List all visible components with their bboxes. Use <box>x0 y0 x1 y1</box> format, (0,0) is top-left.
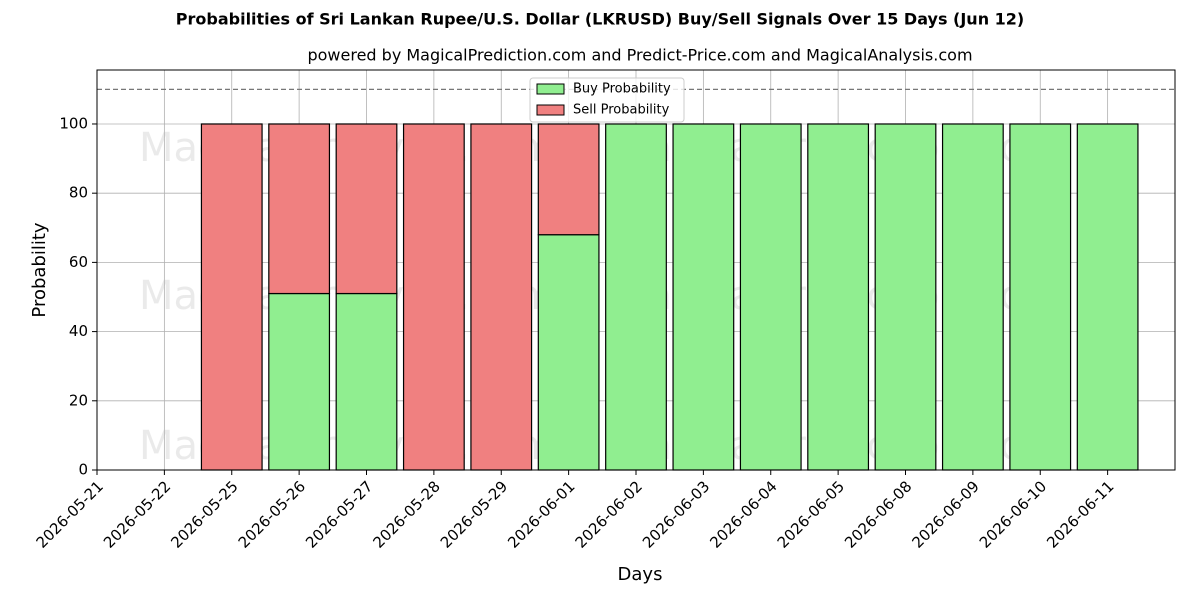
x-tick-label: 2026-05-26 <box>235 477 309 551</box>
y-tick-label: 40 <box>69 322 88 340</box>
legend-label: Buy Probability <box>573 82 671 97</box>
x-tick-label: 2026-05-29 <box>437 477 511 551</box>
y-tick-label: 0 <box>78 461 88 479</box>
bar-segment <box>1009 123 1072 471</box>
y-tick-label: 100 <box>59 114 88 132</box>
x-tick-label: 2026-06-10 <box>976 477 1050 551</box>
y-axis-label: Probability <box>29 222 50 317</box>
x-tick-label: 2026-06-01 <box>504 477 578 551</box>
bar-segment <box>739 123 802 471</box>
x-tick-label: 2026-06-05 <box>774 477 848 551</box>
x-tick-label: 2026-06-02 <box>572 477 646 551</box>
x-tick-label: 2026-06-09 <box>909 477 983 551</box>
x-tick-label: 2026-05-28 <box>370 477 444 551</box>
x-tick-label: 2026-06-03 <box>639 477 713 551</box>
x-tick-label: 2026-06-08 <box>841 477 915 551</box>
plot-frame <box>96 69 1176 471</box>
bar-segment <box>1076 123 1139 471</box>
x-axis-label: Days <box>618 564 663 585</box>
bar-segment <box>941 123 1004 471</box>
x-tick-label: 2026-06-11 <box>1043 477 1117 551</box>
y-tick-label: 20 <box>69 391 88 409</box>
bar-segment <box>268 123 331 295</box>
bar-segment <box>672 123 735 471</box>
x-tick-label: 2026-05-27 <box>302 477 376 551</box>
legend-swatch <box>536 104 565 116</box>
bar-segment <box>335 292 398 471</box>
bar-segment <box>200 123 263 471</box>
bar-segment <box>537 234 600 471</box>
bar-segment <box>874 123 937 471</box>
y-tick-label: 80 <box>69 184 88 202</box>
bar-segment <box>268 292 331 471</box>
x-tick-label: 2026-05-25 <box>167 477 241 551</box>
legend-label: Sell Probability <box>573 103 670 118</box>
bar-segment <box>470 123 533 471</box>
x-tick-label: 2026-05-21 <box>33 477 107 551</box>
legend-swatch <box>536 83 565 95</box>
chart-subtitle: powered by MagicalPrediction.com and Pre… <box>307 46 972 65</box>
bar-segment <box>605 123 667 471</box>
chart-title: Probabilities of Sri Lankan Rupee/U.S. D… <box>176 10 1024 29</box>
bar-segment <box>537 123 600 236</box>
x-tick-label: 2026-06-04 <box>706 477 780 551</box>
y-tick-label: 60 <box>69 253 88 271</box>
bar-segment <box>335 123 398 295</box>
bar-segment <box>807 123 870 471</box>
bar-segment <box>402 123 465 471</box>
x-tick-label: 2026-05-22 <box>100 477 174 551</box>
legend-box <box>529 77 685 123</box>
